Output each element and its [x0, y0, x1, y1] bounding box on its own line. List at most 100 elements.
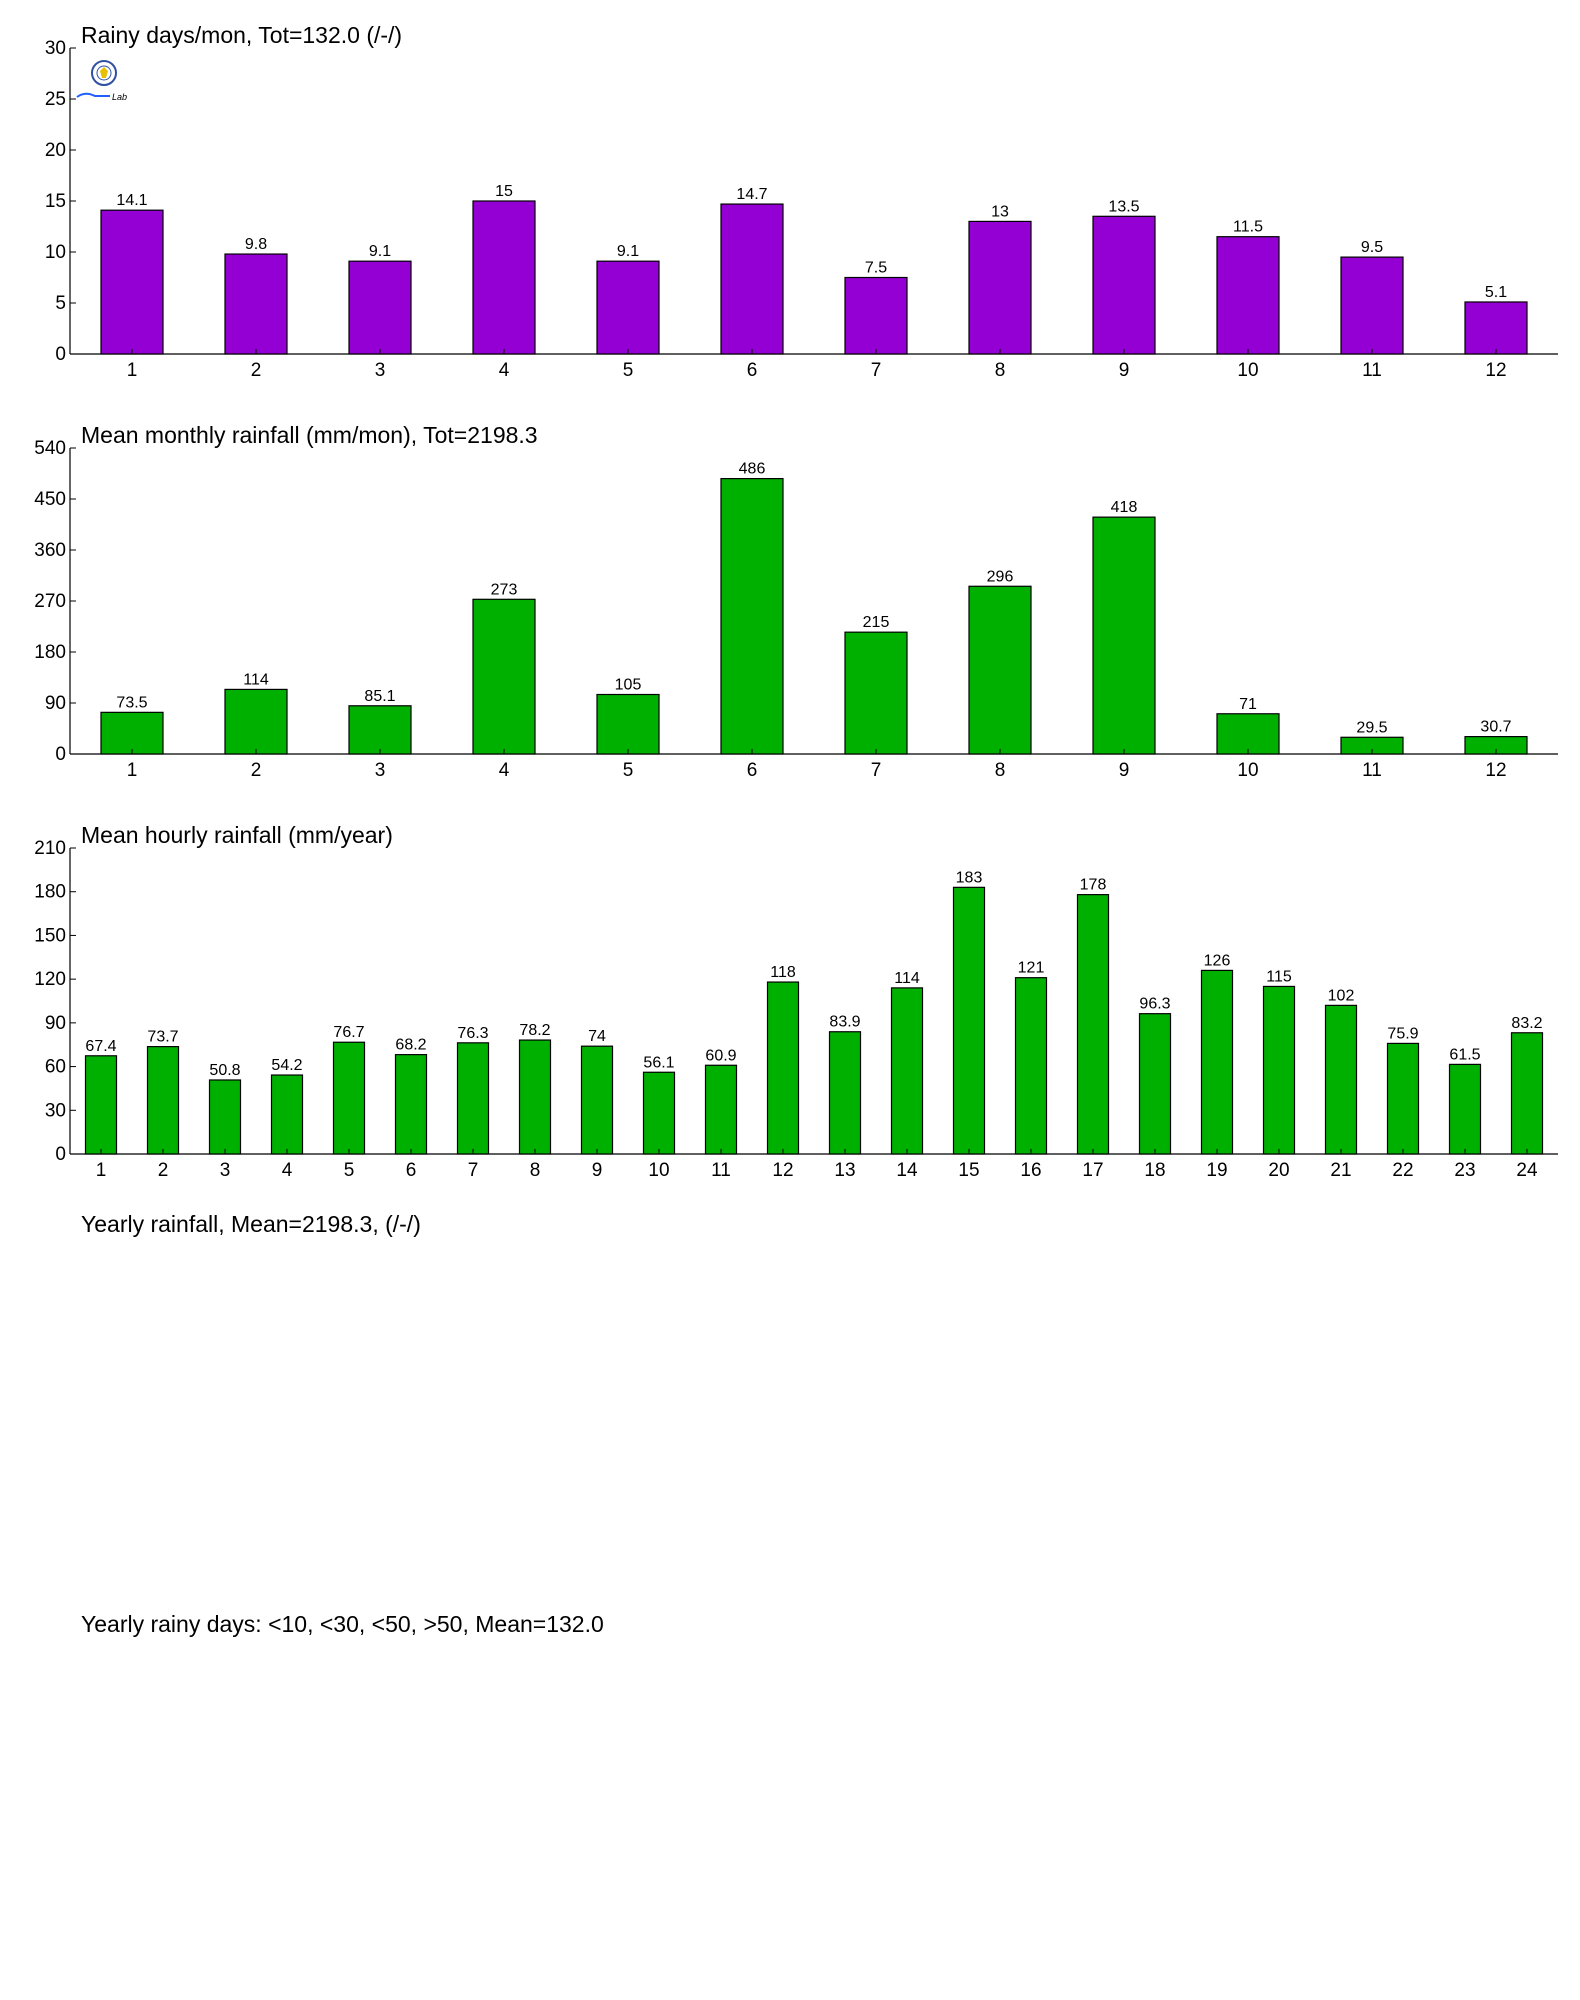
hourly-rainfall-y-tick-label: 210 — [34, 838, 66, 859]
rainy-days-y-tick-label: 30 — [45, 38, 66, 59]
hourly-rainfall-bar — [1386, 1042, 1420, 1155]
hourly-rainfall-bar — [1014, 977, 1048, 1155]
hourly-rainfall-x-tick-label: 22 — [1392, 1160, 1413, 1181]
hourly-rainfall-x-tick-label: 5 — [344, 1160, 355, 1181]
hourly-rainfall-x-tick-label: 9 — [592, 1160, 603, 1181]
monthly-rainfall-x-tick-label: 10 — [1237, 760, 1258, 781]
hourly-rainfall-x-tick-label: 16 — [1020, 1160, 1041, 1181]
monthly-rainfall-data-label: 73.5 — [116, 694, 147, 711]
rainy-days-bar — [1216, 236, 1280, 355]
hourly-rainfall-bar — [704, 1064, 738, 1155]
hourly-rainfall-data-label: 67.4 — [85, 1038, 116, 1055]
hourly-rainfall-bar — [84, 1055, 118, 1155]
hourly-rainfall-x-tick-label: 10 — [648, 1160, 669, 1181]
monthly-rainfall-data-label: 114 — [243, 671, 269, 688]
monthly-rainfall-x-tick-label: 5 — [623, 760, 634, 781]
rainy-days-y-tick-label: 20 — [45, 140, 66, 161]
rainy-days-bar — [1092, 215, 1156, 355]
rainy-days-bar — [1464, 301, 1528, 355]
hourly-rainfall-data-label: 76.7 — [333, 1024, 364, 1041]
monthly-rainfall-data-label: 418 — [1111, 499, 1138, 516]
station-logo: Lab — [76, 60, 127, 102]
rainy-days-x-tick-label: 10 — [1237, 360, 1258, 381]
hourly-rainfall-y-tick-label: 0 — [55, 1144, 66, 1165]
rainy-days-data-label: 9.5 — [1361, 239, 1383, 256]
hourly-rainfall-data-label: 102 — [1328, 987, 1355, 1004]
rainy-days-bar — [596, 260, 660, 355]
hourly-rainfall-x-tick-label: 3 — [220, 1160, 231, 1181]
rainy-days-x-tick-label: 6 — [747, 360, 758, 381]
hourly-rainfall-x-tick-label: 20 — [1268, 1160, 1289, 1181]
monthly-rainfall-data-label: 105 — [615, 677, 642, 694]
hourly-rainfall-x-tick-label: 7 — [468, 1160, 479, 1181]
rainy-days-bar — [472, 200, 536, 355]
monthly-rainfall-data-label: 30.7 — [1480, 719, 1511, 736]
hourly-rainfall-bar — [518, 1039, 552, 1155]
hourly-rainfall-x-tick-label: 6 — [406, 1160, 417, 1181]
hourly-rainfall-chart: Mean hourly rainfall (mm/year)0306090120… — [34, 822, 1558, 1181]
rainy-days-y-tick-label: 15 — [45, 191, 66, 212]
monthly-rainfall-y-tick-label: 0 — [55, 744, 66, 765]
hourly-rainfall-bar — [332, 1041, 366, 1155]
hourly-rainfall-data-label: 73.7 — [147, 1029, 178, 1046]
hourly-rainfall-x-tick-label: 13 — [834, 1160, 855, 1181]
hourly-rainfall-bar — [952, 886, 986, 1155]
monthly-rainfall-y-tick-label: 360 — [34, 540, 66, 561]
monthly-rainfall-bar — [844, 631, 908, 755]
hourly-rainfall-x-tick-label: 14 — [896, 1160, 918, 1181]
rainy-days-x-tick-label: 5 — [623, 360, 634, 381]
monthly-rainfall-y-tick-label: 270 — [34, 591, 66, 612]
rainy-days-bar — [1340, 256, 1404, 355]
rainy-days-data-label: 9.8 — [245, 236, 267, 253]
monthly-rainfall-bar — [100, 711, 164, 755]
hourly-rainfall-data-label: 178 — [1080, 877, 1107, 894]
hourly-rainfall-y-tick-label: 90 — [45, 1013, 66, 1034]
rainy-days-bar — [348, 260, 412, 355]
rainy-days-x-tick-label: 4 — [499, 360, 510, 381]
hourly-rainfall-data-label: 54.2 — [271, 1057, 302, 1074]
rainy-days-data-label: 13.5 — [1108, 198, 1139, 215]
hourly-rainfall-data-label: 61.5 — [1449, 1046, 1480, 1063]
monthly-rainfall-x-tick-label: 6 — [747, 760, 758, 781]
rainy-days-x-tick-label: 11 — [1362, 360, 1382, 381]
monthly-rainfall-data-label: 273 — [491, 581, 518, 598]
hourly-rainfall-y-tick-label: 150 — [34, 925, 66, 946]
hourly-rainfall-x-tick-label: 24 — [1516, 1160, 1538, 1181]
hourly-rainfall-data-label: 96.3 — [1139, 996, 1170, 1013]
rainy-days-data-label: 9.1 — [617, 243, 639, 260]
rainy-days-bar — [224, 253, 288, 355]
monthly-rainfall-bar — [472, 598, 536, 755]
hourly-rainfall-bar — [1138, 1013, 1172, 1155]
monthly-rainfall-x-tick-label: 2 — [251, 760, 262, 781]
yearly-rainfall-title: Yearly rainfall, Mean=2198.3, (/-/) — [81, 1211, 421, 1237]
hourly-rainfall-bar — [890, 987, 924, 1155]
rainy-days-x-tick-label: 12 — [1485, 360, 1506, 381]
rainy-days-bar — [100, 209, 164, 355]
monthly-rainfall-bar — [596, 693, 660, 755]
rainy-days-y-tick-label: 5 — [55, 293, 66, 314]
hourly-rainfall-x-tick-label: 1 — [96, 1160, 107, 1181]
hourly-rainfall-data-label: 68.2 — [395, 1037, 426, 1054]
monthly-rainfall-bar — [1216, 713, 1280, 755]
rainy-days-data-label: 14.7 — [736, 186, 767, 203]
rainy-days-bar — [968, 220, 1032, 355]
hourly-rainfall-bar — [1262, 985, 1296, 1155]
rainy-days-x-tick-label: 8 — [995, 360, 1006, 381]
hourly-rainfall-bar — [456, 1042, 490, 1155]
hourly-rainfall-data-label: 118 — [770, 964, 796, 981]
hourly-rainfall-bar — [1200, 969, 1234, 1155]
hourly-rainfall-x-tick-label: 23 — [1454, 1160, 1475, 1181]
hourly-rainfall-x-tick-label: 11 — [711, 1160, 731, 1181]
rainy-days-x-tick-label: 9 — [1119, 360, 1130, 381]
monthly-rainfall-bar — [348, 705, 412, 755]
hourly-rainfall-x-tick-label: 12 — [772, 1160, 793, 1181]
hourly-rainfall-x-tick-label: 17 — [1082, 1160, 1103, 1181]
monthly-rainfall-y-tick-label: 540 — [34, 438, 66, 459]
monthly-rainfall-x-tick-label: 7 — [871, 760, 882, 781]
rainy-days-bar — [844, 276, 908, 355]
monthly-rainfall-data-label: 215 — [863, 614, 890, 631]
hourly-rainfall-bar — [1510, 1032, 1544, 1155]
monthly-rainfall-bar — [1092, 516, 1156, 755]
rainy-days-data-label: 7.5 — [865, 260, 887, 277]
